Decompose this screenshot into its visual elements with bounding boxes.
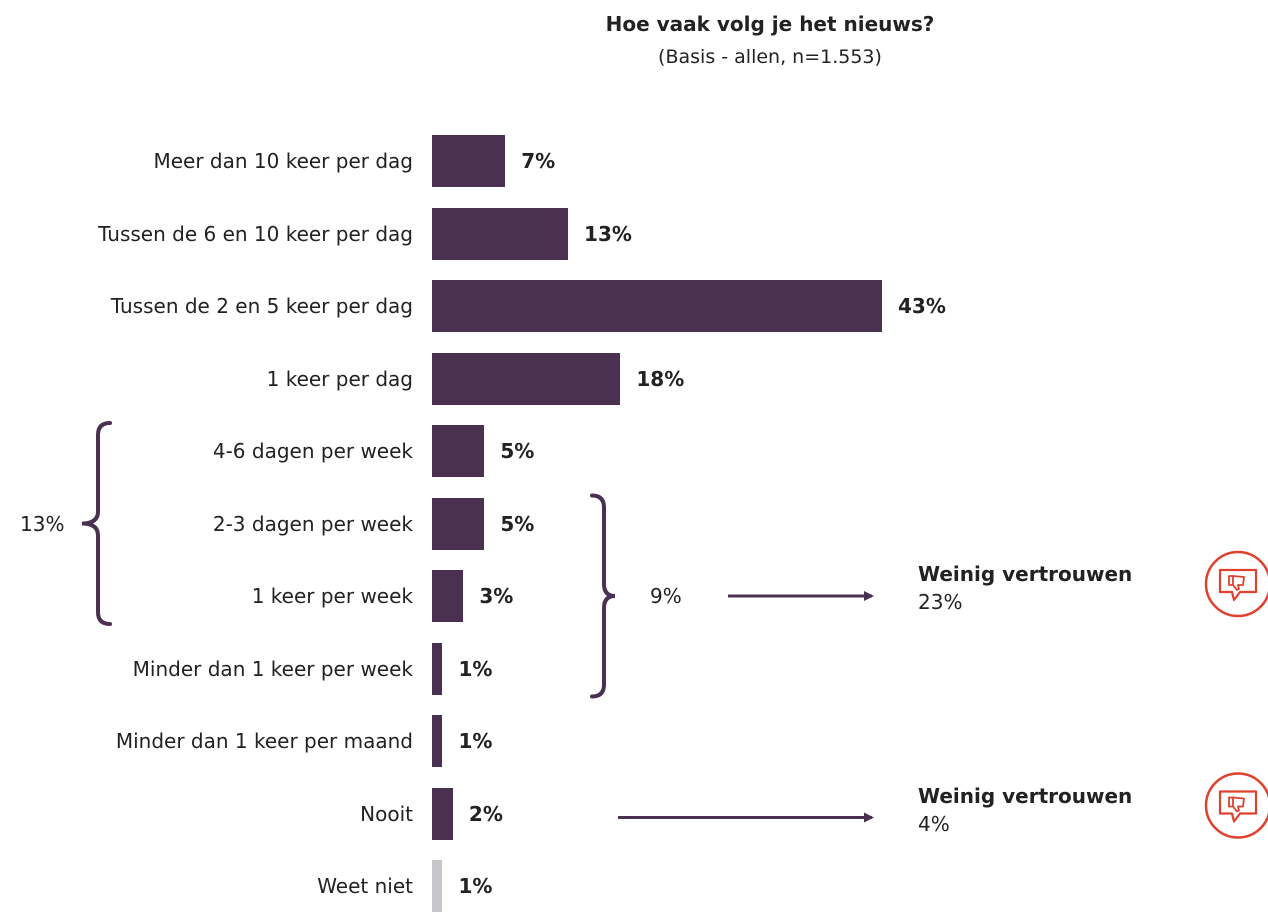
bar: [432, 207, 569, 260]
value-label: 2%: [468, 801, 503, 826]
bar: [432, 135, 506, 187]
value-label: 7%: [521, 149, 556, 173]
bar: [432, 860, 443, 912]
chart-subtitle: (Basis - allen, n=1.553): [658, 46, 882, 68]
category-label: 4-6 dagen per week: [212, 439, 413, 463]
value-label: 1%: [458, 656, 493, 681]
callout-value: 4%: [918, 811, 950, 836]
group-brace: [590, 493, 616, 699]
category-label: Tussen de 6 en 10 keer per dag: [98, 221, 413, 246]
category-label: Tussen de 2 en 5 keer per dag: [110, 294, 413, 318]
group-total-label: 9%: [650, 584, 682, 608]
value-label: 3%: [479, 584, 514, 608]
bar: [432, 787, 453, 840]
value-label: 43%: [898, 294, 946, 318]
value-label: 13%: [584, 221, 632, 246]
bar: [432, 570, 464, 622]
value-label: 18%: [636, 366, 685, 391]
bar: [432, 280, 882, 332]
category-label: Meer dan 10 keer per dag: [153, 149, 413, 173]
thumbs-down-speech-bubble-icon: [1204, 550, 1268, 618]
callout-value: 23%: [918, 590, 963, 614]
callout-title: Weinig vertrouwen: [918, 562, 1133, 586]
category-label: Minder dan 1 keer per maand: [115, 729, 413, 753]
bar: [432, 497, 485, 550]
callout-title: Weinig vertrouwen: [918, 783, 1133, 808]
bar: [432, 352, 621, 405]
value-label: 1%: [458, 729, 493, 753]
bar: [432, 642, 443, 695]
value-label: 5%: [500, 439, 535, 463]
value-label: 1%: [458, 874, 493, 898]
category-label: 1 keer per dag: [266, 366, 413, 391]
category-label: Weet niet: [317, 874, 413, 898]
category-label: 1 keer per week: [251, 584, 413, 608]
category-label: 2-3 dagen per week: [212, 511, 413, 536]
category-label: Nooit: [360, 801, 413, 826]
group-brace: [81, 421, 112, 626]
thumbs-down-speech-bubble-icon: [1204, 772, 1268, 839]
chart-title: Hoe vaak volg je het nieuws?: [605, 12, 935, 36]
category-label: Minder dan 1 keer per week: [132, 656, 413, 681]
group-total-label: 13%: [20, 511, 65, 536]
bar: [432, 715, 443, 767]
bar: [432, 425, 485, 477]
value-label: 5%: [500, 511, 535, 536]
